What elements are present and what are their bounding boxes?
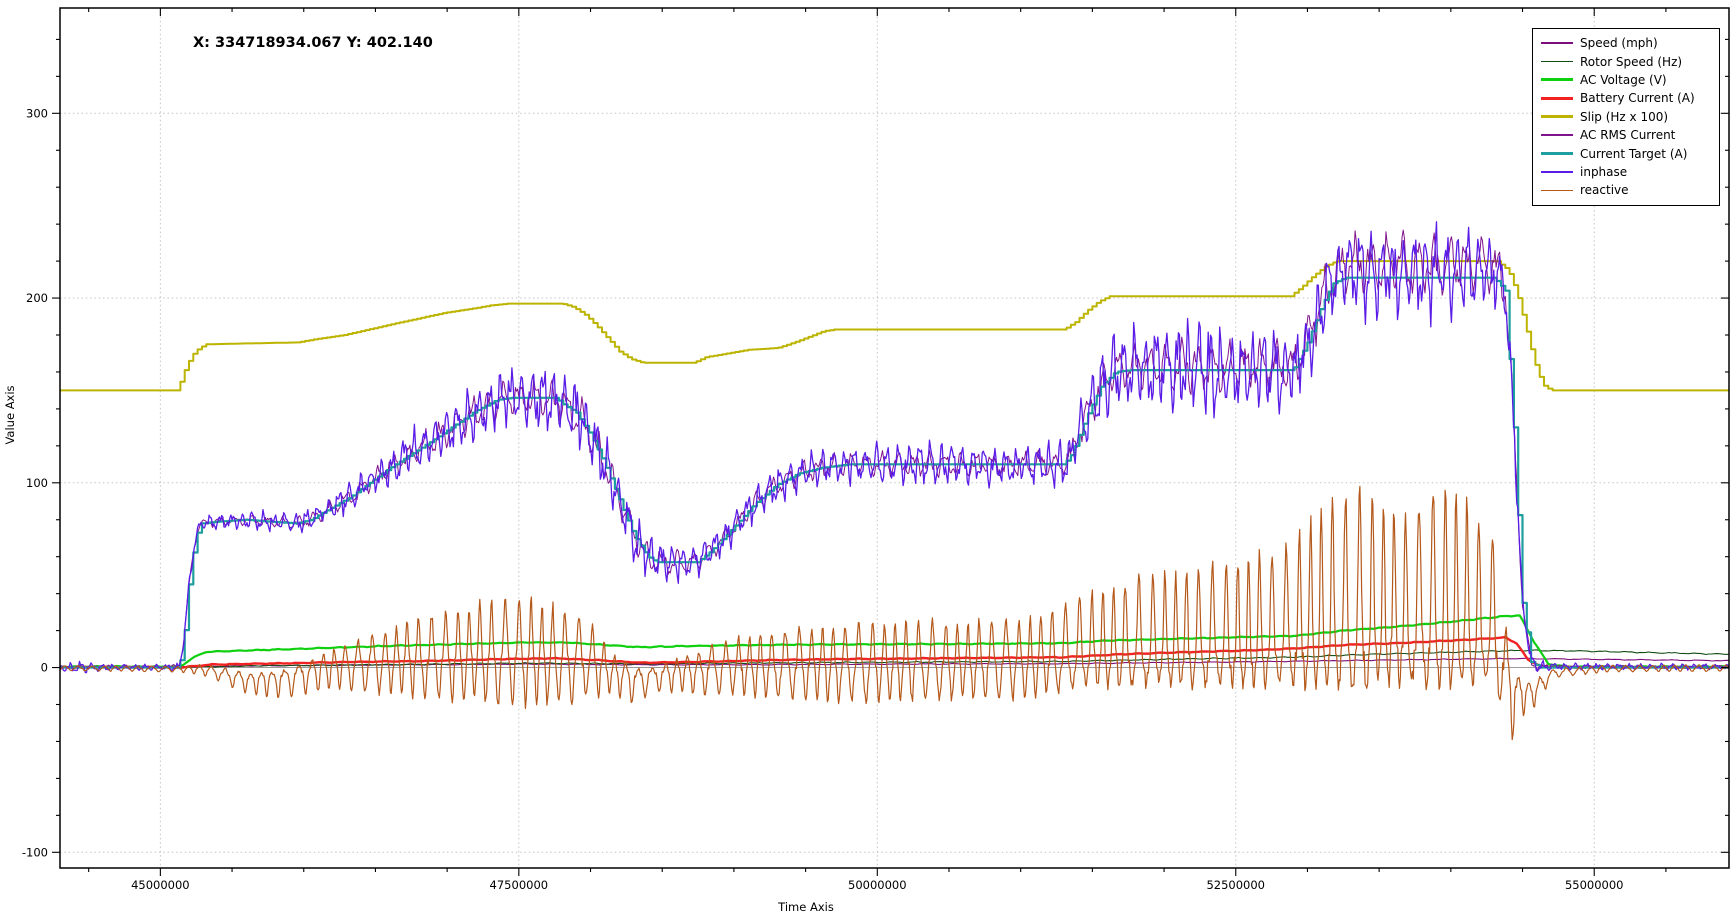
gridlines [60, 8, 1729, 868]
legend-label-ac-voltage-v: AC Voltage (V) [1580, 72, 1667, 87]
legend-item-rotor-speed-hz[interactable]: Rotor Speed (Hz) [1533, 52, 1719, 70]
legend-label-current-target-a: Current Target (A) [1580, 146, 1688, 161]
series-group [60, 221, 1729, 741]
series-line-speed-mph [60, 657, 1729, 668]
legend-label-ac-rms-current: AC RMS Current [1580, 128, 1676, 143]
legend-item-slip-hz-x-100[interactable]: Slip (Hz x 100) [1533, 108, 1719, 126]
legend-label-speed-mph: Speed (mph) [1580, 36, 1658, 51]
series-line-rotor-speed-hz [60, 649, 1729, 669]
legend-swatch-battery-current-a [1541, 96, 1573, 100]
legend-label-reactive: reactive [1580, 183, 1629, 198]
series-line-battery-current-a [60, 635, 1729, 669]
series-line-inphase [60, 221, 1729, 674]
series-line-current-target-a [60, 276, 1729, 669]
y-tick-label: 100 [26, 476, 48, 490]
y-tick-label: -100 [22, 845, 48, 859]
legend-swatch-ac-rms-current [1541, 134, 1573, 136]
series-line-reactive [60, 485, 1729, 741]
series-line-ac-rms-current [60, 229, 1729, 672]
legend-item-battery-current-a[interactable]: Battery Current (A) [1533, 89, 1719, 107]
x-tick-label: 47500000 [490, 878, 549, 892]
x-tick-label: 50000000 [848, 878, 907, 892]
crosshair-readout: X: 334718934.067 Y: 402.140 [193, 35, 433, 51]
legend-label-battery-current-a: Battery Current (A) [1580, 91, 1695, 106]
legend-item-ac-rms-current[interactable]: AC RMS Current [1533, 126, 1719, 144]
legend: Speed (mph) Rotor Speed (Hz) AC Voltage (V… [1532, 28, 1720, 206]
axis-ticks [52, 8, 1729, 876]
legend-item-reactive[interactable]: reactive [1533, 181, 1719, 199]
legend-swatch-inphase [1541, 171, 1573, 173]
series-line-ac-voltage-v [60, 614, 1729, 669]
legend-label-rotor-speed-hz: Rotor Speed (Hz) [1580, 54, 1683, 69]
x-tick-label: 52500000 [1206, 878, 1265, 892]
y-tick-label: 0 [41, 661, 48, 675]
legend-swatch-rotor-speed-hz [1541, 60, 1573, 63]
legend-label-slip-hz-x-100: Slip (Hz x 100) [1580, 109, 1669, 124]
legend-swatch-reactive [1541, 189, 1573, 192]
x-tick-label: 45000000 [131, 878, 190, 892]
legend-swatch-current-target-a [1541, 152, 1573, 156]
legend-item-ac-voltage-v[interactable]: AC Voltage (V) [1533, 71, 1719, 89]
legend-item-current-target-a[interactable]: Current Target (A) [1533, 144, 1719, 162]
legend-item-speed-mph[interactable]: Speed (mph) [1533, 34, 1719, 52]
y-tick-label: 200 [26, 291, 48, 305]
y-axis-title: Value Axis [3, 385, 17, 444]
tick-labels: 45000000 47500000 50000000 52500000 55000000… [22, 106, 1624, 892]
legend-swatch-ac-voltage-v [1541, 78, 1573, 82]
x-axis-title: Time Axis [777, 900, 834, 914]
legend-swatch-slip-hz-x-100 [1541, 115, 1573, 119]
legend-swatch-speed-mph [1541, 42, 1573, 44]
plot-area[interactable] [59, 7, 1730, 869]
y-tick-label: 300 [26, 106, 48, 120]
legend-item-inphase[interactable]: inphase [1533, 163, 1719, 181]
legend-label-inphase: inphase [1580, 164, 1628, 179]
x-tick-label: 55000000 [1565, 878, 1624, 892]
